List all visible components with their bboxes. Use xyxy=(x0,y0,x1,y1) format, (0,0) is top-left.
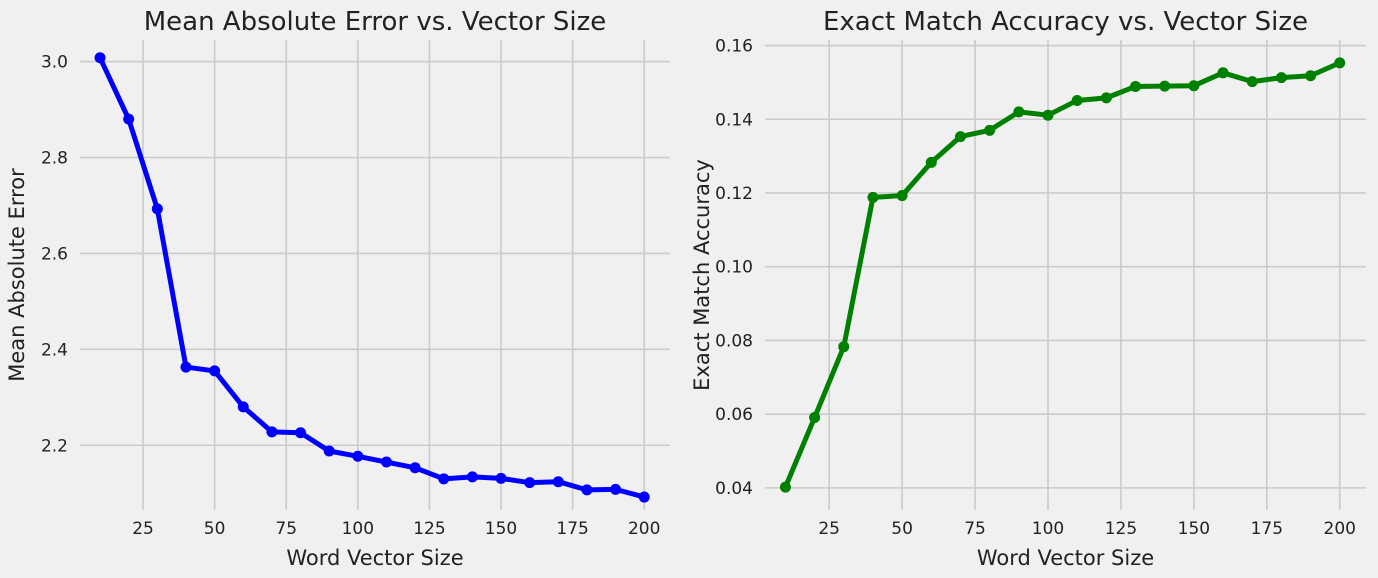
mae-data-point xyxy=(524,477,536,489)
accuracy-y-tick-label: 0.10 xyxy=(715,258,753,278)
accuracy-data-point xyxy=(1246,76,1258,88)
mae-x-tick-label: 75 xyxy=(275,519,297,539)
mae-data-point xyxy=(380,456,392,468)
accuracy-data-point xyxy=(1071,94,1083,106)
accuracy-y-tick-label: 0.12 xyxy=(715,184,753,204)
mae-data-point xyxy=(610,483,622,495)
accuracy-data-point xyxy=(779,481,791,493)
accuracy-data-point xyxy=(954,131,966,143)
accuracy-data-point xyxy=(1100,92,1112,104)
accuracy-y-axis-label: Exact Match Accuracy xyxy=(690,159,714,391)
accuracy-series-line xyxy=(782,60,1343,490)
mae-data-point xyxy=(180,361,192,373)
mae-data-point xyxy=(323,445,335,457)
mae-data-point xyxy=(237,401,249,413)
accuracy-y-tick-label: 0.04 xyxy=(715,479,753,499)
mae-data-point xyxy=(409,462,421,474)
mae-data-point xyxy=(552,476,564,488)
mae-data-point xyxy=(466,471,478,483)
accuracy-x-tick-label: 200 xyxy=(1324,519,1356,539)
accuracy-y-tick-label: 0.08 xyxy=(715,331,753,351)
accuracy-data-point xyxy=(1013,106,1025,118)
mae-y-tick-label: 2.8 xyxy=(41,149,68,169)
mae-data-point xyxy=(94,52,106,64)
accuracy-data-point xyxy=(1188,80,1200,92)
accuracy-y-tick-label: 0.16 xyxy=(715,37,753,57)
mae-data-point xyxy=(581,484,593,496)
mae-x-tick-label: 125 xyxy=(413,519,445,539)
accuracy-data-point xyxy=(1042,109,1054,121)
mae-x-tick-label: 25 xyxy=(132,519,154,539)
mae-y-tick-label: 2.2 xyxy=(41,436,68,456)
accuracy-data-point xyxy=(984,124,996,136)
mae-data-point xyxy=(266,426,278,438)
mae-y-tick-label: 2.6 xyxy=(41,244,68,264)
accuracy-y-tick-label: 0.14 xyxy=(715,110,753,130)
mae-chart-title: Mean Absolute Error vs. Vector Size xyxy=(144,7,607,37)
accuracy-x-axis-label: Word Vector Size xyxy=(977,546,1154,570)
mae-x-tick-label: 50 xyxy=(204,519,226,539)
accuracy-data-point xyxy=(1159,80,1171,92)
mae-series-line xyxy=(97,55,647,500)
mae-data-point xyxy=(352,450,364,462)
accuracy-data-point xyxy=(867,191,879,203)
accuracy-data-point xyxy=(1305,70,1317,82)
accuracy-x-tick-label: 125 xyxy=(1105,519,1137,539)
mae-chart: 25 50 75 100 125 150 175 200 2.2 2.4 2.6 2.8 3.0 Mean… xyxy=(5,7,670,570)
accuracy-y-tick-label: 0.06 xyxy=(715,405,753,425)
mae-y-tick-label: 2.4 xyxy=(41,340,68,360)
mae-data-point xyxy=(295,427,307,439)
mae-y-axis-label: Mean Absolute Error xyxy=(5,168,29,382)
accuracy-x-tick-label: 25 xyxy=(818,519,840,539)
accuracy-data-point xyxy=(896,190,908,202)
accuracy-x-tick-label: 75 xyxy=(964,519,986,539)
mae-x-tick-label: 100 xyxy=(342,519,374,539)
mae-x-tick-label: 175 xyxy=(556,519,588,539)
accuracy-data-point xyxy=(1275,72,1287,84)
mae-data-point xyxy=(123,113,135,125)
mae-x-tick-label: 150 xyxy=(485,519,517,539)
accuracy-x-tick-label: 175 xyxy=(1251,519,1283,539)
mae-data-point xyxy=(438,473,450,485)
mae-x-tick-label: 200 xyxy=(628,519,660,539)
mae-data-point xyxy=(495,472,507,484)
accuracy-x-tick-label: 50 xyxy=(891,519,913,539)
accuracy-data-point xyxy=(1130,80,1142,92)
accuracy-data-point xyxy=(838,341,850,353)
mae-data-point xyxy=(151,203,163,215)
accuracy-data-point xyxy=(809,411,821,423)
mae-y-tick-label: 3.0 xyxy=(41,53,68,73)
accuracy-x-tick-label: 150 xyxy=(1178,519,1210,539)
accuracy-data-point xyxy=(925,156,937,168)
accuracy-data-point xyxy=(1217,67,1229,79)
accuracy-chart-title: Exact Match Accuracy vs. Vector Size xyxy=(823,7,1308,37)
accuracy-data-point xyxy=(1334,57,1346,69)
accuracy-chart: 25 50 75 100 125 150 175 200 0.04 0.06 0.08 0.10 0.1… xyxy=(690,7,1366,570)
mae-x-axis-label: Word Vector Size xyxy=(286,546,463,570)
mae-data-point xyxy=(209,365,221,377)
mae-data-point xyxy=(638,491,650,503)
accuracy-x-tick-label: 100 xyxy=(1032,519,1064,539)
